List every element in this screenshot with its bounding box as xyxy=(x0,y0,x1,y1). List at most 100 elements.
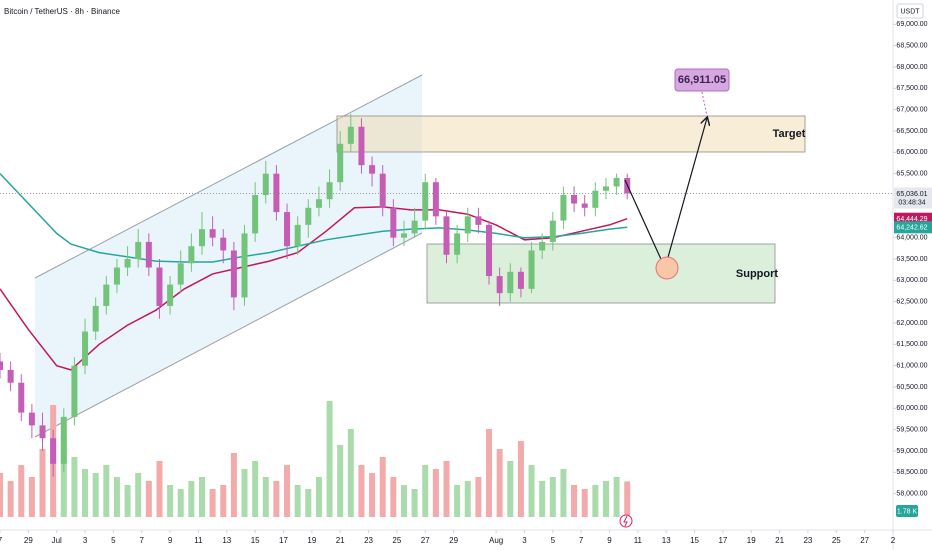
volume-bar xyxy=(528,465,535,517)
volume-bar xyxy=(60,437,67,517)
candle-body xyxy=(273,173,280,213)
x-tick-label: 11 xyxy=(634,536,643,545)
plot-area: 66,911.05 Target Support xyxy=(0,68,893,528)
candle-body xyxy=(252,195,259,234)
support-label: Support xyxy=(736,268,778,280)
x-tick-label: 21 xyxy=(336,536,345,545)
candle-body xyxy=(358,126,365,166)
x-tick-label: 23 xyxy=(364,536,373,545)
volume-bar xyxy=(400,485,407,517)
volume-bar xyxy=(177,489,184,517)
candle-body xyxy=(294,224,301,247)
channel-upper xyxy=(34,74,423,279)
volume-tag-box xyxy=(896,505,918,517)
y-tick-label: 66,500.00 xyxy=(896,128,927,135)
candle-body xyxy=(454,233,461,255)
x-tick-label: 13 xyxy=(662,536,671,545)
candle-body xyxy=(71,365,78,417)
target-price: 66,911.05 xyxy=(678,74,726,86)
candle-body xyxy=(379,173,386,208)
y-tick-label: 69,000.00 xyxy=(896,21,927,28)
x-tick-label: 23 xyxy=(803,536,812,545)
volume-bar xyxy=(0,473,3,517)
currency-box[interactable] xyxy=(896,3,924,19)
candle-body xyxy=(475,216,482,225)
x-tick-label: 3 xyxy=(83,536,88,545)
candle-body xyxy=(347,126,354,144)
x-tick-label: 27 xyxy=(421,536,430,545)
price-axis: 58,000.00 58,500.00 59,000.00 59,500.00 60,0… xyxy=(893,21,928,498)
price-tag-box xyxy=(894,187,932,209)
y-tick-label: 64,000.00 xyxy=(896,235,927,242)
candle-body xyxy=(198,229,205,247)
alert-icon[interactable] xyxy=(619,514,633,528)
volume-bar xyxy=(135,473,142,517)
volume-bar xyxy=(273,481,280,517)
x-tick-label: 29 xyxy=(24,536,33,545)
volume-bar xyxy=(358,465,365,517)
candle-body xyxy=(284,212,291,247)
volume-bar xyxy=(390,477,397,517)
volume-bar xyxy=(347,429,354,517)
volume-bar xyxy=(507,461,514,517)
x-tick-label: 19 xyxy=(307,536,316,545)
candle-body xyxy=(0,361,3,370)
candle-body xyxy=(592,190,599,208)
y-tick-label: 59,500.00 xyxy=(896,427,927,434)
volume-bar xyxy=(92,473,99,517)
countdown: 03:48:34 xyxy=(898,199,925,206)
candle-body xyxy=(411,220,418,234)
volume-bar xyxy=(411,489,418,517)
candle-body xyxy=(432,182,439,217)
y-tick-label: 61,500.00 xyxy=(896,341,927,348)
volume-bar xyxy=(230,453,237,517)
y-tick-label: 66,000.00 xyxy=(896,149,927,156)
volume-bar xyxy=(252,461,259,517)
currency: USDT xyxy=(900,8,920,15)
x-tick-label: 25 xyxy=(392,536,401,545)
volume-bar xyxy=(294,485,301,517)
candle-body xyxy=(135,241,142,259)
volume-bar xyxy=(28,477,35,517)
candle-body xyxy=(560,195,567,221)
volume-bar xyxy=(156,461,163,517)
volume-bar xyxy=(517,441,524,517)
candle-layer xyxy=(0,113,631,477)
volume-bar xyxy=(326,401,333,517)
volume-bar xyxy=(82,469,89,517)
candle-body xyxy=(390,207,397,238)
candle-body xyxy=(613,177,620,187)
y-tick-label: 62,000.00 xyxy=(896,320,927,327)
volume-bar xyxy=(624,481,631,517)
channel-fill xyxy=(35,75,422,437)
candle-body xyxy=(230,250,237,298)
candle-body xyxy=(602,186,609,191)
volume-bar xyxy=(443,461,450,517)
x-tick-label: Aug xyxy=(489,536,503,545)
moving-average xyxy=(0,206,628,371)
y-tick-label: 58,000.00 xyxy=(896,491,927,498)
price-tag-box xyxy=(894,221,932,234)
bounce-marker xyxy=(655,256,679,280)
volume-bar xyxy=(209,489,216,517)
target-label: Target xyxy=(773,128,806,140)
price-tag-label: 65,036.01 xyxy=(896,191,927,198)
volume-bar xyxy=(337,445,344,517)
volume-bar xyxy=(560,469,567,517)
ma-layer xyxy=(0,173,628,371)
volume-bar xyxy=(39,449,46,517)
alert-bolt xyxy=(623,515,628,527)
chart-title: Bitcoin / TetherUS · 8h · Binance xyxy=(4,7,120,16)
x-tick-label: 13 xyxy=(222,536,231,545)
target-zone xyxy=(336,115,806,153)
candle-body xyxy=(443,216,450,255)
x-tick-label: 29 xyxy=(449,536,458,545)
x-tick-label: 19 xyxy=(747,536,756,545)
volume-bar xyxy=(262,477,269,517)
candle-body xyxy=(124,259,131,268)
candle-body xyxy=(337,143,344,183)
x-tick-label: 5 xyxy=(111,536,116,545)
x-tick-label: Jul xyxy=(52,536,62,545)
x-tick-label: 7 xyxy=(579,536,584,545)
